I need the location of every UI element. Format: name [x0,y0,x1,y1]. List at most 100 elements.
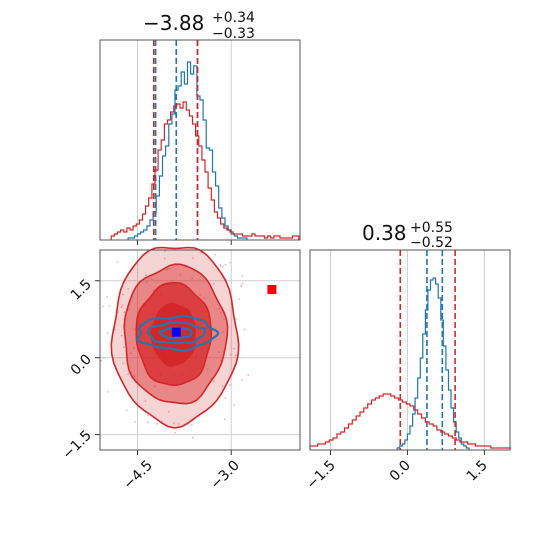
hist-right-frame [309,249,511,451]
contour-sample-point [232,347,235,350]
contour-sample-point [219,265,222,267]
histogram-panel-right [309,249,511,455]
contour-sample-point [247,374,250,377]
contour-sample-point [121,304,124,306]
contour-sample-point [222,330,224,333]
contour-sample-point [107,391,109,393]
contour-sample-point [152,289,155,292]
contour-sample-point [106,332,109,335]
contour-sample-point [100,359,102,362]
x-tick-label-left-2: −3.0 [207,458,242,493]
contour-sample-point [224,397,227,399]
contour-sample-point [191,277,194,280]
contour-sample-point [191,436,194,439]
contour-sample-point [243,328,246,331]
title-param-1-upper: +0.34 [212,10,255,26]
contour-series-1-contour-2 [158,326,193,340]
contour-sample-point [219,263,222,266]
contour-sample-point [156,422,159,425]
contour-sample-point [235,317,237,320]
contour-sample-point [132,347,135,349]
contour-sample-point [147,414,149,417]
contour-sample-point [213,380,215,383]
contour-sample-point [102,305,104,308]
contour-sample-point [130,352,132,355]
contour-sample-point [229,384,231,387]
contour-sample-point [133,374,136,377]
contour-sample-point [122,362,124,365]
contour-sample-point [241,275,244,277]
contour-sample-point [122,293,124,296]
x-tick-label-right-3: 1.5 [464,458,491,485]
contour-sample-point [223,418,226,421]
contour-panel [95,246,301,455]
contour-sample-point [240,285,243,288]
contour-sample-point [116,261,119,263]
contour-sample-point [145,274,148,277]
contour-series-1-contour-1 [146,321,207,345]
contour-sample-point [134,328,137,331]
contour-sample-point [233,404,236,406]
contour-sample-point [238,298,241,301]
contour-sample-point [220,312,223,314]
contour-sample-point [120,334,123,337]
contour-sample-point [125,409,128,412]
contour-sample-point [224,263,227,266]
title-param-2-lower: −0.52 [410,235,453,251]
y-tick-label-3: −1.5 [59,428,94,463]
contour-sample-point [106,295,108,298]
contour-sample-point [218,307,220,310]
contour-sample-point [179,273,182,276]
contour-sample-point [166,268,169,271]
contour-sample-point [212,282,215,285]
contour-sample-point [240,379,243,382]
y-tick-label-2: 0.0 [68,352,95,379]
title-param-1-lower: −0.33 [212,26,255,42]
contour-sample-point [192,257,194,259]
title-param-1-value: −3.88 [143,11,204,35]
hist-right-series-1-step [309,393,511,450]
contour-sample-point [214,253,217,256]
contour-sample-point [114,328,116,331]
hist-right-series-0-step [396,277,470,450]
y-tick-label-1: 1.5 [68,277,95,304]
x-tick-label-left-1: −4.5 [120,458,155,493]
contour-sample-point [203,297,206,300]
contour-sample-point [147,421,149,423]
contour-sample-point [221,265,224,268]
title-param-2-value: 0.38 [362,221,407,245]
contour-sample-point [133,376,136,378]
contour-sample-point [154,385,156,388]
contour-sample-point [127,288,130,290]
contour-sample-point [122,346,125,349]
hist-top-frame [99,39,301,241]
contour-marker-1 [267,285,277,294]
contour-sample-point [173,422,175,425]
contour-sample-point [170,280,173,282]
contour-sample-point [218,351,220,354]
contour-sample-point [128,308,131,311]
contour-sample-point [241,282,244,285]
hist-top-series-1-step [110,101,300,240]
contour-sample-point [150,278,153,280]
contour-sample-point [163,257,166,260]
hist-top-series-0-step [127,61,248,240]
contour-sample-point [222,318,225,321]
contour-sample-point [206,368,209,371]
contour-series-1-contour-0 [136,315,220,352]
contour-sample-point [145,281,148,283]
contour-sample-point [229,353,232,356]
contour-sample-point [127,373,130,376]
contour-sample-point [134,421,137,423]
hist-right-background [310,250,510,450]
contour-marker-0 [171,327,181,337]
contour-sample-point [167,410,170,413]
contour-sample-point [177,423,180,425]
x-tick-label-right-2: 0.0 [387,458,414,485]
hist-top-background [100,40,300,240]
contour-sample-point [103,357,105,359]
title-param-2-upper: +0.55 [410,220,453,236]
contour-frame [99,249,301,451]
histogram-panel-top [99,39,301,245]
